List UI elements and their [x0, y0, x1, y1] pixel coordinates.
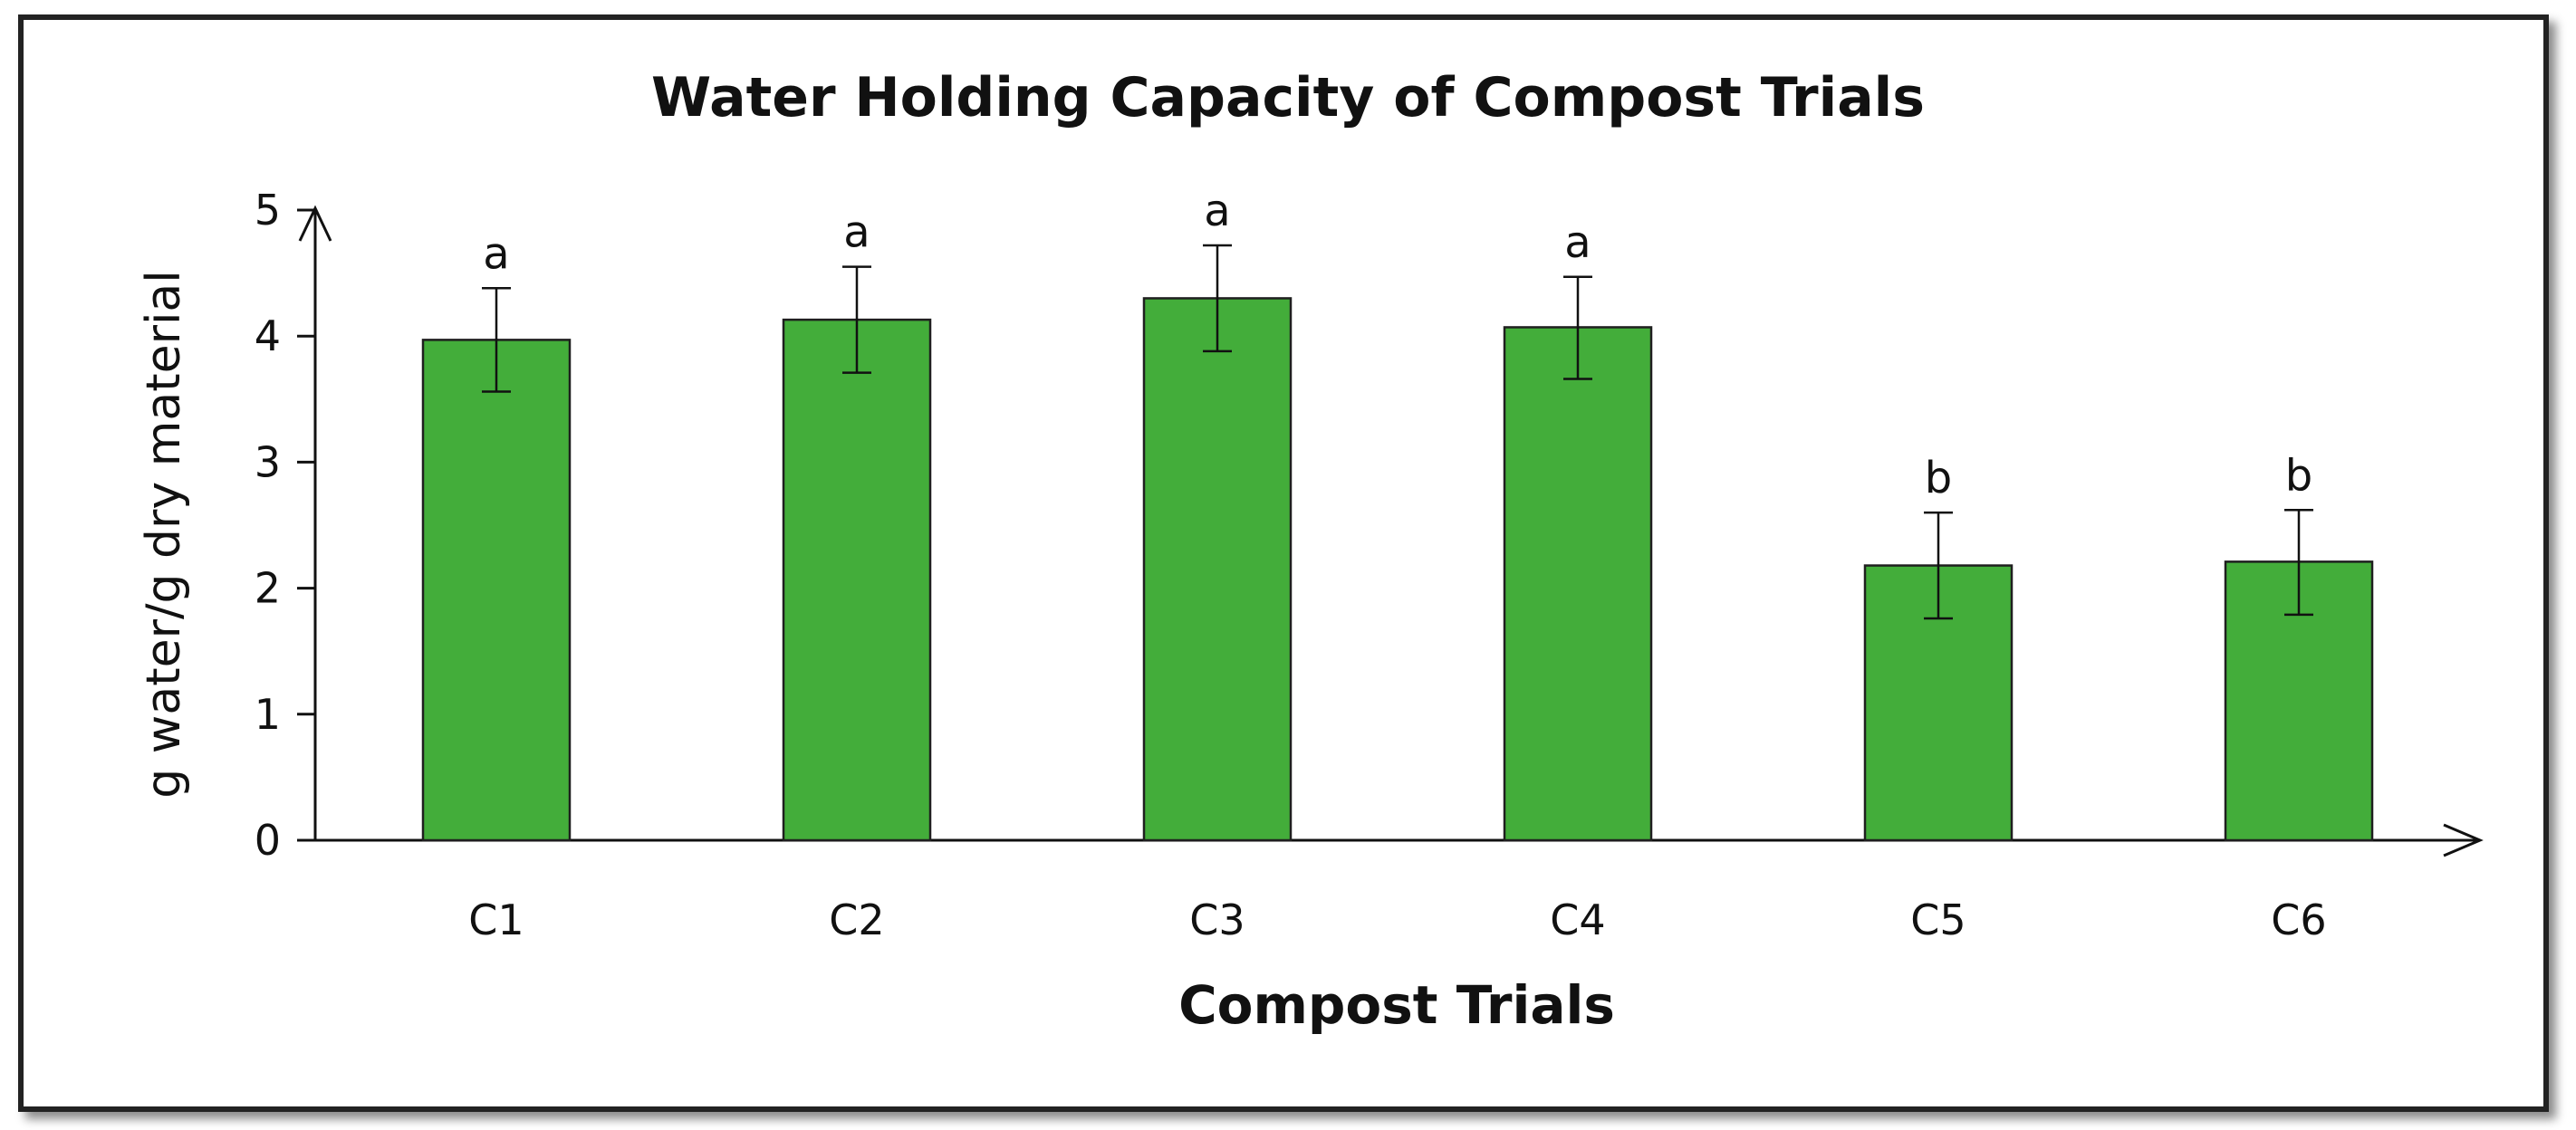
significance-letter: a	[843, 207, 870, 258]
x-tick-label: C2	[829, 895, 884, 944]
x-tick-label: C3	[1189, 895, 1245, 944]
chart-title: Water Holding Capacity of Compost Trials	[651, 66, 1925, 129]
y-axis-title: g water/g dry material	[137, 270, 191, 798]
y-tick-label: 3	[255, 437, 281, 486]
y-tick-label: 0	[255, 816, 281, 865]
significance-letter: b	[1925, 453, 1952, 503]
bar	[1142, 297, 1293, 842]
x-tick-label: C4	[1550, 895, 1605, 944]
error-bars	[482, 244, 2313, 620]
bar	[421, 339, 572, 842]
x-tick-label: C5	[1910, 895, 1966, 944]
y-axis-arrow	[298, 205, 332, 242]
bar	[2224, 560, 2374, 842]
x-tick-label: C1	[468, 895, 524, 944]
significance-letter: a	[1204, 186, 1230, 236]
y-tick-label: 5	[255, 186, 281, 235]
bar	[782, 318, 932, 842]
y-tick-label: 2	[255, 564, 281, 613]
y-tick-label: 4	[255, 311, 281, 360]
significance-letter: b	[2285, 450, 2312, 501]
significance-letter: a	[1564, 217, 1591, 268]
significance-letter: a	[483, 228, 509, 279]
bar	[1503, 326, 1653, 842]
bars	[421, 297, 2374, 842]
labels: 0 1 2 3 4 5 a C1 a C2 a C3 a C4 b C5 b C6	[255, 186, 2327, 944]
x-axis-title: Compost Trials	[1178, 974, 1615, 1036]
x-tick-label: C6	[2271, 895, 2326, 944]
axes	[297, 205, 2484, 857]
x-axis-arrow	[2443, 823, 2484, 857]
y-tick-label: 1	[255, 690, 281, 739]
